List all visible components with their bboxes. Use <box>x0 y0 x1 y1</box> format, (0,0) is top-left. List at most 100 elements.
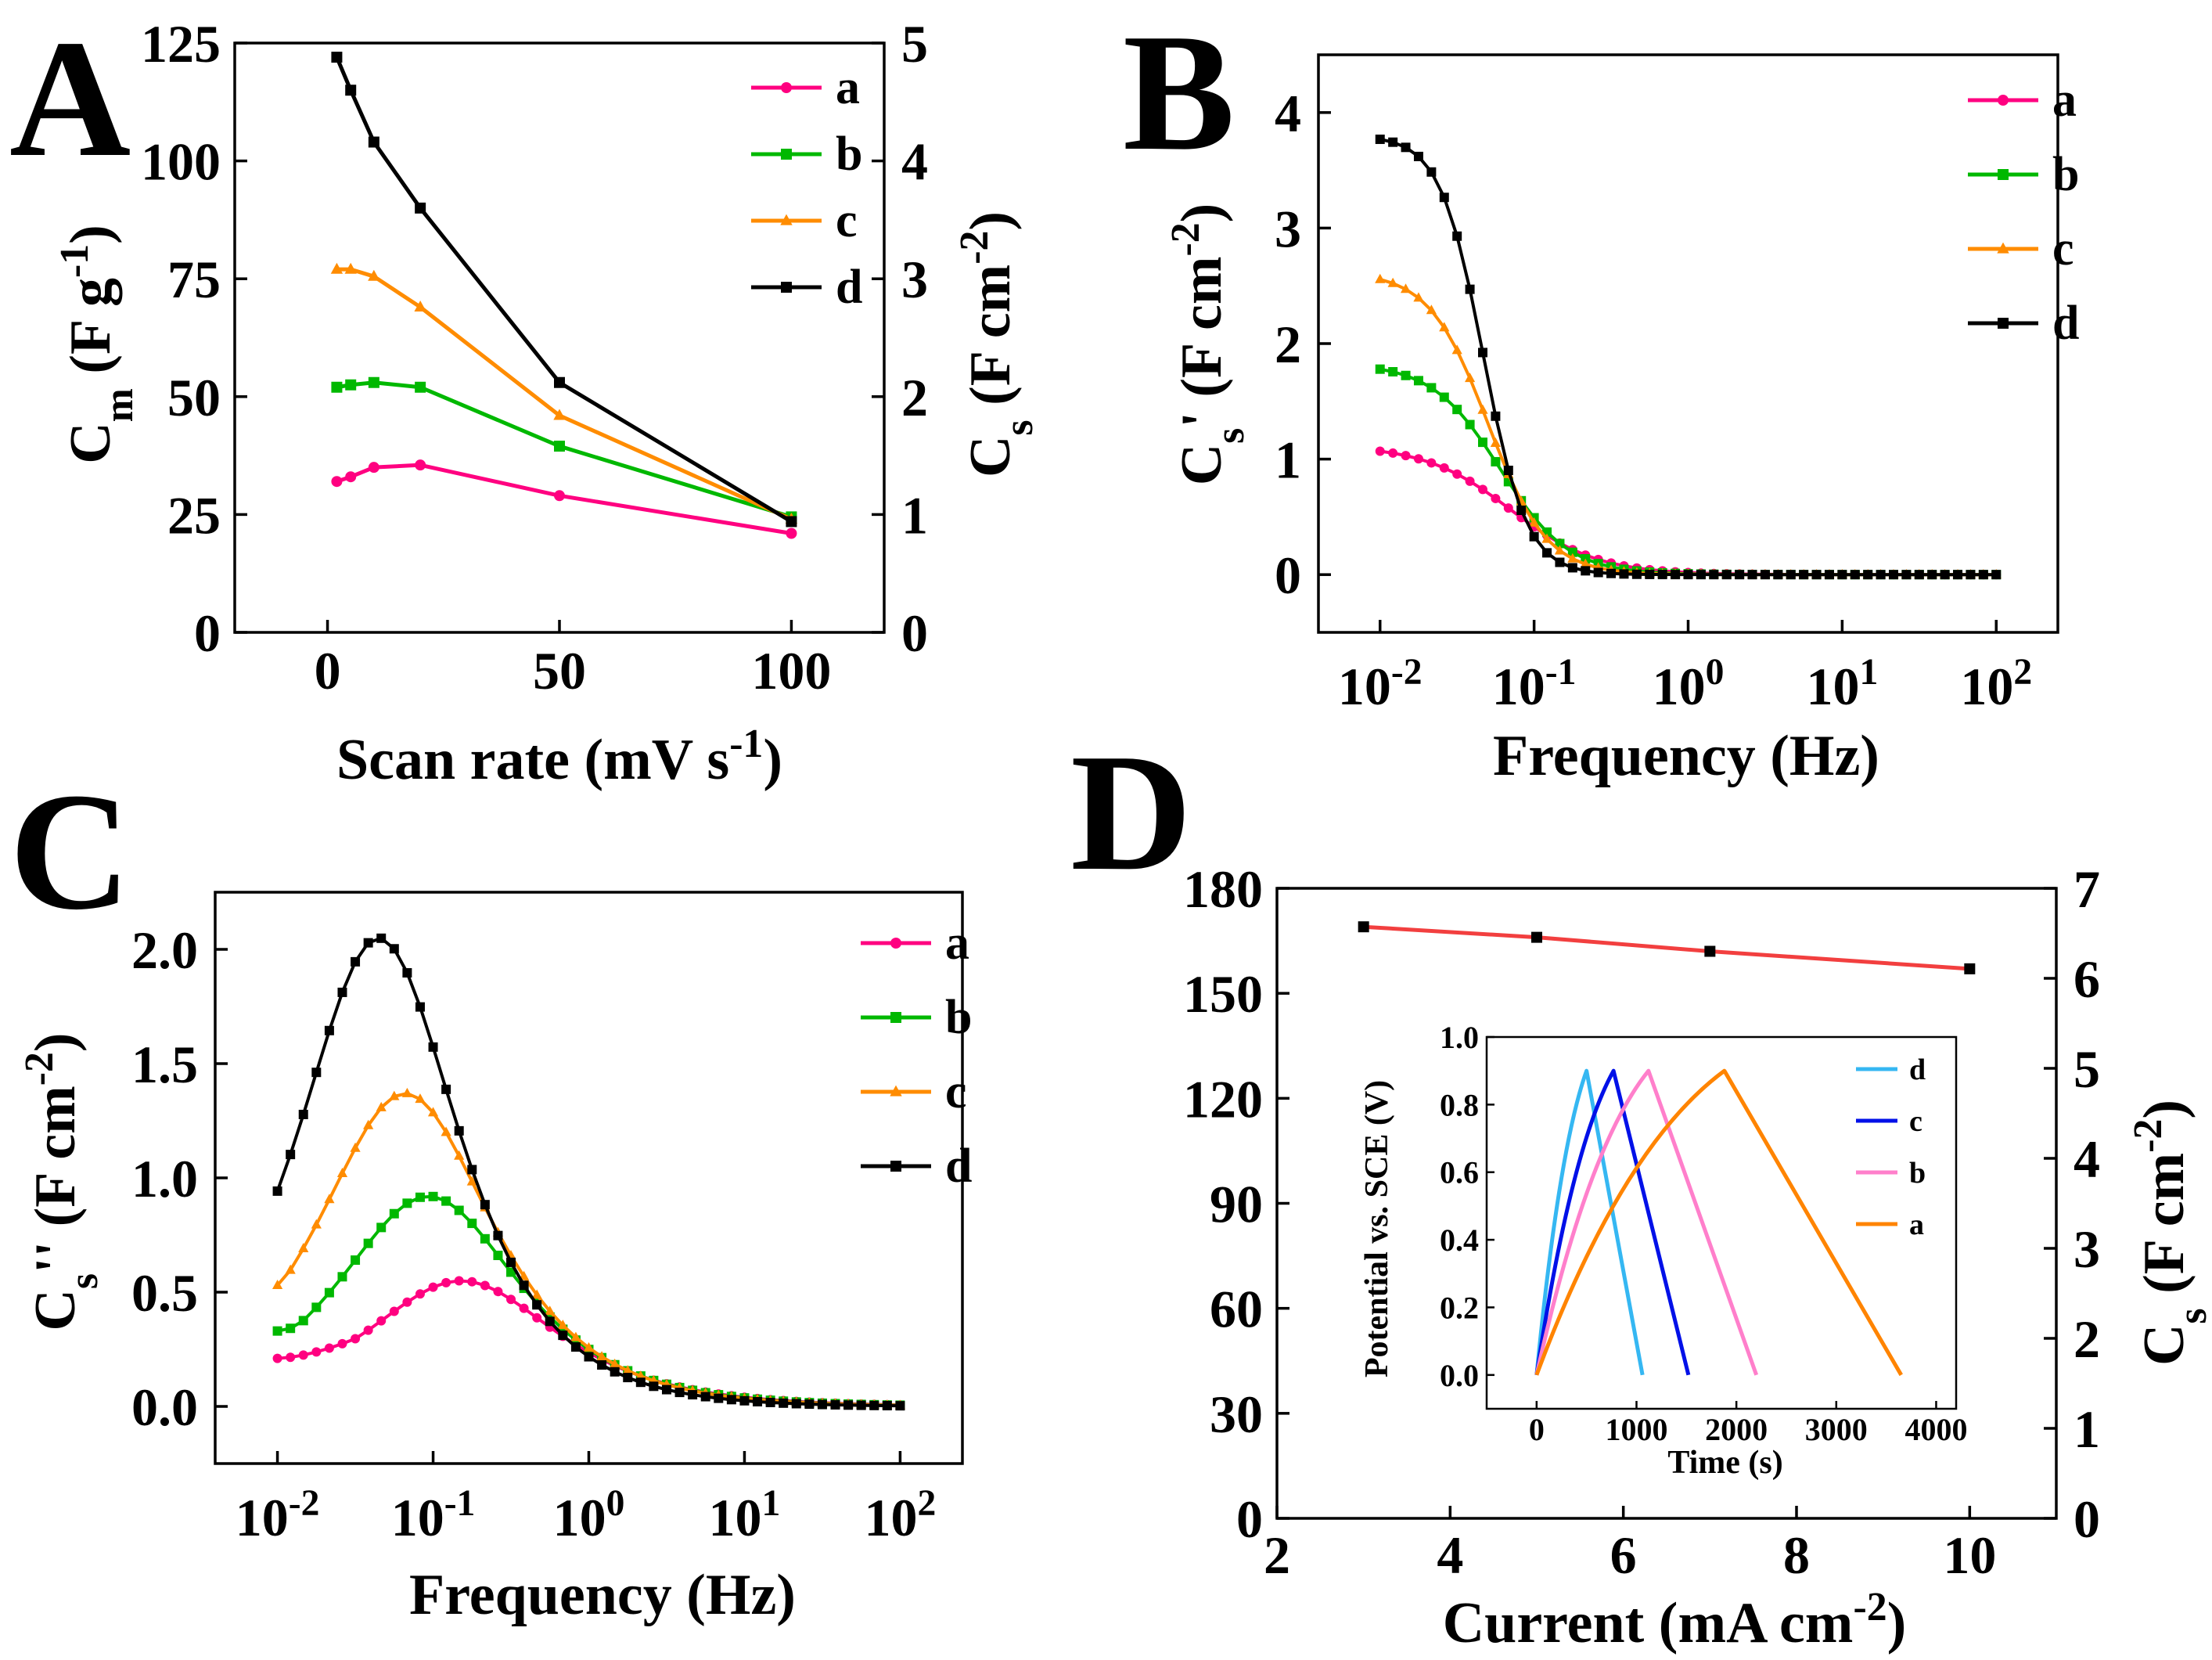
panel-b-series-a-point-10 <box>1503 503 1513 513</box>
panel-c-series-b-point-17 <box>493 1251 503 1261</box>
panel-b-series-d-point-41 <box>1901 570 1912 580</box>
panel-b-series-d-point-27 <box>1721 570 1732 580</box>
panel-d-ytick-right-label-7: 7 <box>2074 859 2100 919</box>
panel-c-series-d-point-24 <box>584 1352 594 1362</box>
panel-a-ytick-right-label-0: 0 <box>901 603 928 663</box>
panel-c-series-d-point-9 <box>389 944 399 954</box>
panel-b-series-d-line <box>1379 138 1997 577</box>
panel-b-series-b-point-6 <box>1452 405 1462 415</box>
panel-b-series-d-point-46 <box>1966 570 1976 580</box>
panel-d-x-axis-title: Current (mA cm-2) <box>1443 1585 1907 1656</box>
panel-c-xtick-label-0: 10-2 <box>236 1483 320 1547</box>
panel-b-series-a-point-1 <box>1388 448 1398 458</box>
panel-c-series-c-point-2 <box>298 1242 309 1252</box>
panel-c-series-a-point-7 <box>363 1325 373 1335</box>
panel-b-series-d-point-16 <box>1581 566 1591 576</box>
panel-a-frame <box>233 41 886 634</box>
panel-b-series-d-point-18 <box>1606 568 1617 578</box>
panel-b-legend-marker-c <box>1997 242 2009 254</box>
panel-d-inset-x-axis-title: Time (s) <box>1667 1445 1782 1481</box>
panel-a-series-d-point-0 <box>331 52 343 63</box>
panel-d-ytick-label-2: 60 <box>1210 1280 1263 1339</box>
panel-b-series-d-point-33 <box>1799 570 1809 580</box>
panel-b-ytick-label-0: 0 <box>1275 546 1301 605</box>
panel-a-ytick-label-1: 25 <box>167 485 221 545</box>
panel-d-inset-legend-label-b: b <box>1909 1157 1926 1190</box>
panel-d-inset-series-c <box>1534 1068 1691 1376</box>
panel-d-xtick-label-3: 8 <box>1783 1525 1810 1585</box>
panel-d-inset-legend-label-c: c <box>1909 1105 1922 1138</box>
panel-c-series-c-point-23 <box>570 1331 581 1341</box>
panel-a: A 0 50 100 0 25 50 75 100 125 0 1 2 3 4 5 Scan rate (mV … <box>9 5 1041 792</box>
panel-c-series-c-point-7 <box>363 1119 374 1129</box>
panel-c-series-c-point-11 <box>415 1093 426 1104</box>
panel-b-series-d-point-8 <box>1478 347 1487 358</box>
panel-a-series-b-point-1 <box>345 379 357 391</box>
panel-c-series-d-point-21 <box>545 1316 555 1327</box>
panel-b-series-d-point-29 <box>1747 570 1757 580</box>
panel-a-series-d-point-3 <box>415 202 426 214</box>
panel-a-series-b-point-0 <box>331 381 343 393</box>
panel-b-series-d-point-32 <box>1786 570 1796 580</box>
panel-c-series-d-point-39 <box>779 1398 789 1408</box>
panel-a-series-d-point-4 <box>554 376 565 388</box>
panel-c-series-a-point-4 <box>324 1343 334 1353</box>
panel-c: C 10-2 10-1 100 101 102 0.0 0.5 1.0 1.5 2.0 Frequen… <box>9 758 972 1627</box>
panel-d-inset-ytick-label-2: 0.4 <box>1440 1222 1479 1258</box>
panel-d-inset-ytick-label-5: 1.0 <box>1440 1020 1479 1055</box>
panel-c-series-c-point-21 <box>545 1305 556 1316</box>
panel-c-xtick-label-1: 10-1 <box>391 1483 476 1547</box>
panel-c-series-d-point-35 <box>726 1395 736 1405</box>
panel-c-series-d-point-40 <box>791 1399 801 1409</box>
panel-b-series-b-point-15 <box>1567 547 1577 557</box>
panel-c-ytick-label-4: 2.0 <box>131 920 198 980</box>
panel-c-series-b-point-16 <box>480 1233 490 1244</box>
panel-c-series-d-point-11 <box>415 1002 425 1012</box>
panel-d-inset-legend-label-a: a <box>1909 1208 1924 1241</box>
panel-b-series-a-point-6 <box>1452 469 1462 479</box>
panel-d-inset-y-axis-title: Potential vs. SCE (V) <box>1359 1080 1395 1377</box>
panel-c-y-axis-title: Cs'' (F cm-2) <box>17 1032 106 1331</box>
panel-c-series-a-point-17 <box>493 1287 503 1297</box>
panel-d-series-cs <box>1358 921 1976 974</box>
panel-c-series-a-point-9 <box>389 1306 399 1316</box>
panel-b-series-b-point-3 <box>1413 376 1423 386</box>
panel-c-series-d-point-1 <box>286 1150 296 1160</box>
panel-c-series-c-point-10 <box>401 1087 412 1097</box>
panel-c-series-c-point-14 <box>454 1150 465 1160</box>
panel-b-series-d-point-35 <box>1824 570 1834 580</box>
panel-c-series-d-point-0 <box>272 1186 282 1196</box>
panel-b-legend-marker-d <box>1998 318 2009 329</box>
panel-b-ytick-label-1: 1 <box>1275 430 1301 490</box>
panel-a-legend-marker-b <box>781 149 792 160</box>
panel-a-ytick-label-2: 50 <box>167 368 221 427</box>
panel-b-series-d-point-15 <box>1567 563 1577 573</box>
panel-c-series-d-point-30 <box>661 1385 671 1395</box>
panel-b-xtick-label-0: 10-2 <box>1338 652 1423 716</box>
panel-d-ytick-label-5: 150 <box>1183 964 1263 1024</box>
panel-c-series-c-point-1 <box>285 1264 296 1274</box>
panel-b-series-c-point-14 <box>1554 545 1566 555</box>
panel-a-xtick-label-2: 100 <box>751 641 831 700</box>
panel-b-series-d-point-47 <box>1978 570 1988 580</box>
panel-b-series-d-point-13 <box>1542 548 1552 558</box>
panel-b-xtick-label-1: 10-1 <box>1492 652 1577 716</box>
panel-c-series-d-point-18 <box>506 1257 516 1267</box>
panel-c-xtick-label-3: 101 <box>709 1483 781 1547</box>
panel-d-inset-ytick-label-0: 0.0 <box>1440 1358 1479 1393</box>
panel-c-series-b-point-18 <box>506 1267 516 1277</box>
panel-b-series-b-point-7 <box>1465 420 1475 430</box>
panel-b-series-d-point-45 <box>1953 570 1963 580</box>
panel-c-series-d-point-36 <box>739 1395 750 1406</box>
panel-b-series-a-point-0 <box>1375 446 1385 456</box>
panel-b-series-d-point-44 <box>1940 570 1950 580</box>
panel-b-series-c-point-3 <box>1413 292 1424 302</box>
panel-c-legend-label-d: d <box>945 1140 972 1193</box>
panel-b-series-c-point-2 <box>1400 283 1412 293</box>
panel-a-ytick-right-label-3: 3 <box>901 250 928 309</box>
panel-a-legend-marker-d <box>781 282 792 293</box>
panel-c-series-d-point-48 <box>895 1401 905 1411</box>
panel-c-series-d-point-45 <box>856 1400 866 1410</box>
panel-c-series-b-point-3 <box>311 1302 322 1313</box>
panel-a-series-c-point-0 <box>330 262 343 274</box>
